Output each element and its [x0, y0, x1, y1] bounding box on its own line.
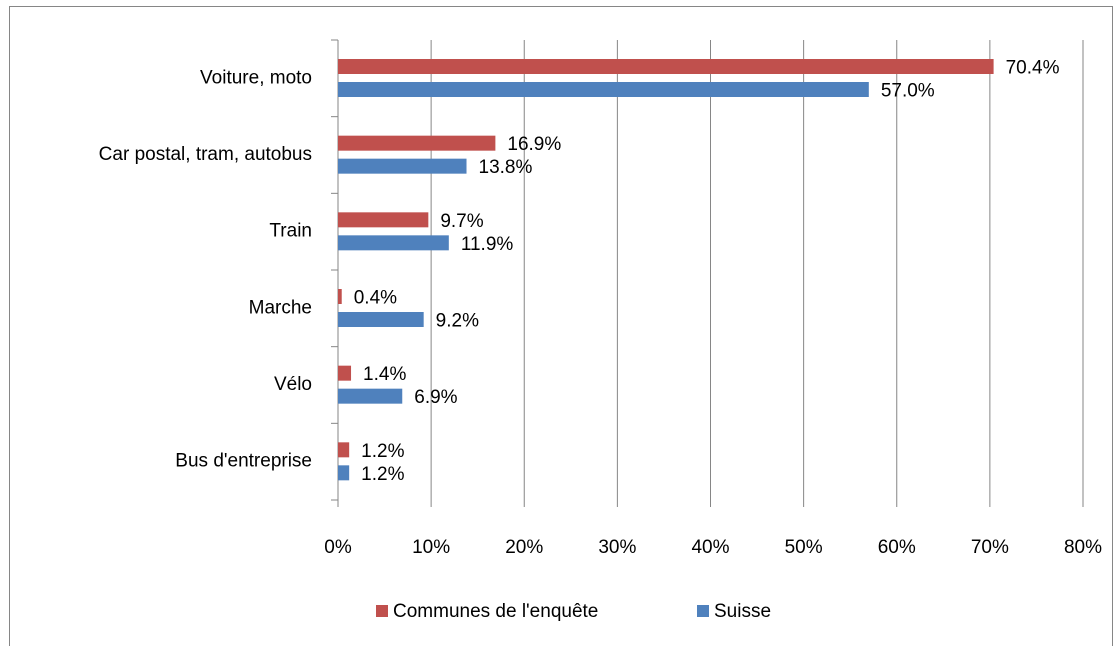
legend-swatch: [376, 605, 388, 617]
x-tick-label: 0%: [324, 537, 352, 558]
chart-frame: [9, 6, 1113, 646]
bar: [338, 289, 342, 304]
bar: [338, 388, 403, 404]
category-label: Train: [269, 221, 312, 242]
bar: [338, 212, 429, 228]
x-tick-label: 20%: [505, 537, 543, 558]
data-label: 70.4%: [1006, 58, 1060, 79]
x-tick-label: 70%: [971, 537, 1009, 558]
data-label: 11.9%: [461, 234, 514, 255]
bar: [338, 365, 352, 381]
category-label: Bus d'entreprise: [175, 451, 312, 472]
bar: [338, 235, 449, 251]
data-label: 57.0%: [881, 81, 935, 102]
bar: [338, 465, 350, 481]
data-label: 1.2%: [361, 464, 404, 485]
category-label: Car postal, tram, autobus: [99, 144, 312, 165]
legend-label: Suisse: [714, 601, 771, 622]
data-label: 1.2%: [361, 441, 404, 462]
data-label: 1.4%: [363, 364, 406, 385]
data-label: 9.7%: [440, 211, 483, 232]
data-label: 6.9%: [414, 387, 457, 408]
category-label: Vélo: [274, 374, 312, 395]
category-label: Voiture, moto: [200, 67, 312, 88]
bar: [338, 135, 496, 151]
x-tick-label: 50%: [785, 537, 823, 558]
data-label: 13.8%: [479, 157, 533, 178]
x-tick-label: 60%: [878, 537, 916, 558]
bar: [338, 82, 869, 97]
bar: [338, 442, 350, 458]
data-label: 0.4%: [354, 288, 397, 309]
x-tick-label: 10%: [412, 537, 450, 558]
x-tick-label: 40%: [691, 537, 729, 558]
bar: [338, 59, 994, 74]
category-label: Marche: [249, 297, 312, 318]
data-label: 16.9%: [507, 134, 561, 155]
bar: [338, 158, 467, 174]
data-label: 9.2%: [436, 311, 479, 332]
x-tick-label: 80%: [1064, 537, 1102, 558]
bar: [338, 312, 424, 327]
legend-swatch: [697, 605, 709, 617]
x-tick-label: 30%: [598, 537, 636, 558]
legend-label: Communes de l'enquête: [393, 601, 598, 622]
